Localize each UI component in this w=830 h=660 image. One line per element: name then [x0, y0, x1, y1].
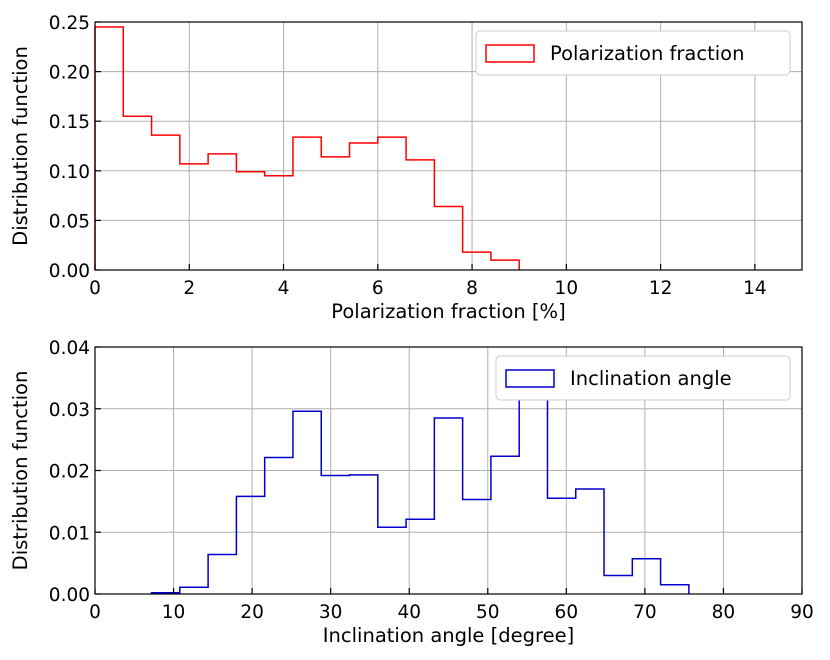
- legend-label: Inclination angle: [570, 367, 732, 390]
- x-tick-label: 12: [649, 278, 673, 299]
- x-tick-label: 10: [162, 602, 186, 623]
- x-axis-label: Inclination angle [degree]: [323, 624, 574, 647]
- y-axis-label: Distribution function: [9, 46, 32, 246]
- histogram-step-line: [150, 395, 690, 594]
- y-tick-label: 0.00: [49, 261, 90, 282]
- y-tick-label: 0.25: [49, 13, 90, 34]
- x-tick-label: 6: [372, 278, 384, 299]
- legend-box: [495, 355, 791, 401]
- panel-polarization: 0 2 4 6 8 10 12 14 0.00 0.05 0.10 0.15 0.20 0.25 Polar…: [9, 13, 803, 323]
- x-tick-label: 14: [743, 278, 767, 299]
- x-tick-label: 2: [183, 278, 195, 299]
- y-tick-label: 0.01: [49, 523, 90, 544]
- x-tick-label: 90: [790, 602, 814, 623]
- x-tick-label: 50: [476, 602, 500, 623]
- y-tick-label: 0.15: [49, 112, 90, 133]
- x-tick-label: 0: [89, 278, 101, 299]
- legend-swatch: [485, 44, 535, 63]
- x-tick-label: 0: [89, 602, 101, 623]
- legend: Inclination angle: [495, 355, 791, 401]
- x-tick-label: 10: [555, 278, 579, 299]
- y-tick-label: 0.03: [49, 400, 90, 421]
- x-axis-label: Polarization fraction [%]: [331, 300, 565, 323]
- histogram-step-line: [94, 26, 520, 270]
- x-tick-label: 8: [466, 278, 478, 299]
- legend-swatch: [505, 369, 555, 388]
- y-tick-label: 0.20: [49, 63, 90, 84]
- y-tick-label: 0.00: [49, 585, 90, 606]
- x-tick-label: 30: [319, 602, 343, 623]
- y-tick-label: 0.02: [49, 462, 90, 483]
- legend-box: [475, 30, 791, 76]
- x-tick-label: 80: [712, 602, 736, 623]
- y-tick-label: 0.04: [49, 338, 90, 359]
- legend-label: Polarization fraction: [550, 42, 744, 65]
- x-tick-label: 60: [555, 602, 579, 623]
- y-axis-label: Distribution function: [9, 371, 32, 571]
- x-tick-label: 40: [397, 602, 421, 623]
- y-tick-label: 0.05: [49, 211, 90, 232]
- legend: Polarization fraction: [475, 30, 791, 76]
- axes-frame: [94, 21, 803, 271]
- y-tick-label: 0.10: [49, 162, 90, 183]
- x-tick-label: 70: [633, 602, 657, 623]
- x-tick-label: 4: [278, 278, 290, 299]
- x-tick-label: 20: [240, 602, 264, 623]
- panel-inclination: 0 10 20 30 40 50 60 70 80 90 0.00 0.01 0.02 0.03 0.04 I…: [9, 338, 814, 647]
